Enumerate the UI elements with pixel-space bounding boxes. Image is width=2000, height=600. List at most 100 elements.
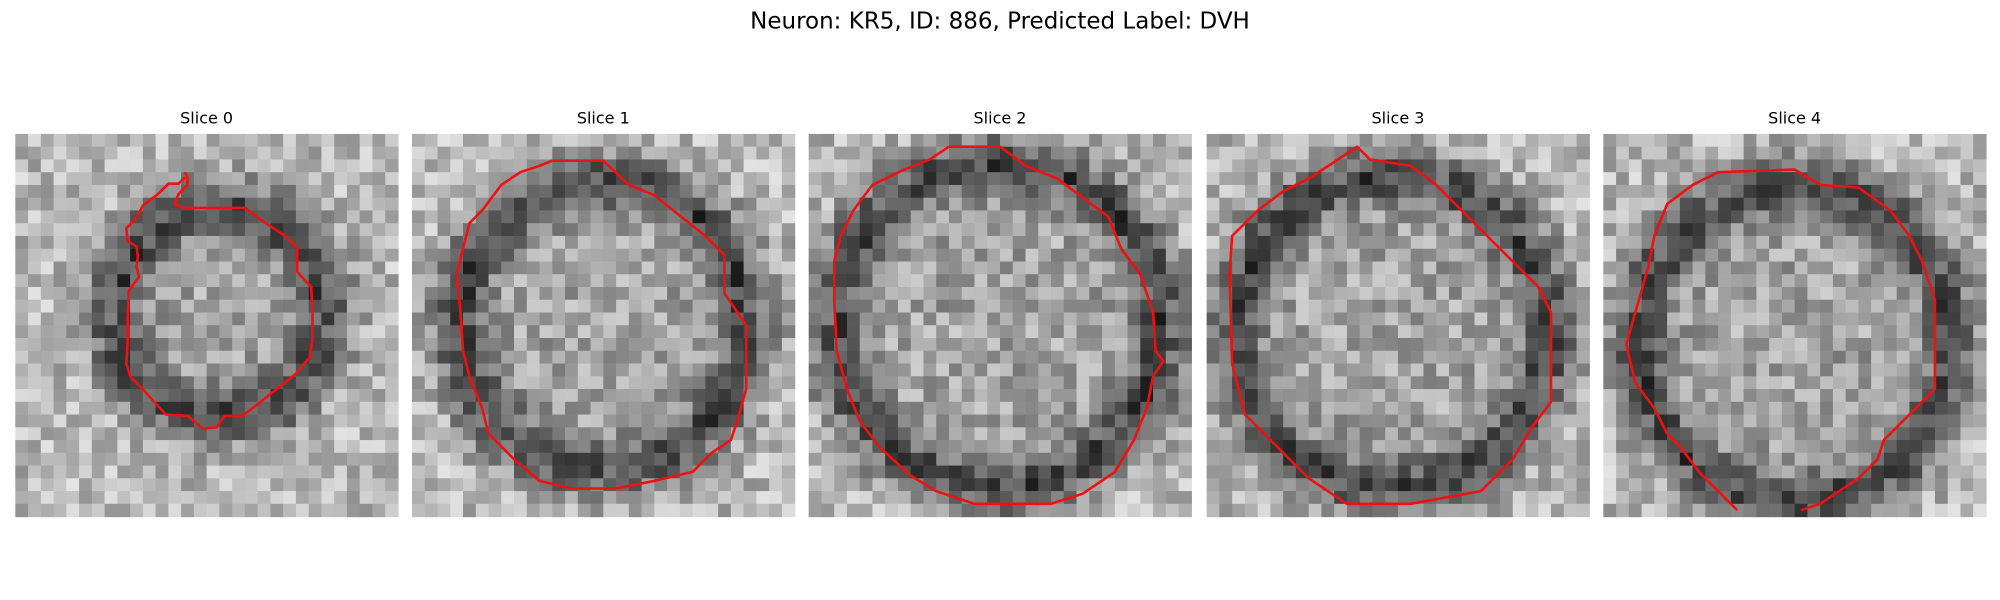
pixel bbox=[1781, 491, 1796, 505]
pixel bbox=[1257, 478, 1272, 492]
pixel bbox=[1153, 146, 1167, 161]
pixel bbox=[577, 133, 592, 148]
pixel bbox=[346, 350, 361, 365]
pixel bbox=[1960, 133, 1974, 148]
pixel bbox=[1616, 503, 1630, 518]
pixel bbox=[730, 491, 745, 505]
pixel bbox=[219, 210, 233, 224]
pixel bbox=[1705, 350, 1719, 365]
pixel bbox=[1551, 146, 1565, 161]
pixel bbox=[1153, 210, 1167, 224]
pixel bbox=[1730, 146, 1745, 161]
pixel bbox=[411, 299, 426, 314]
pixel bbox=[743, 172, 757, 186]
pixel bbox=[821, 261, 835, 275]
pixel bbox=[1038, 184, 1052, 199]
pixel bbox=[565, 376, 579, 390]
pixel bbox=[1820, 197, 1834, 212]
pixel bbox=[488, 274, 502, 288]
pixel bbox=[463, 274, 477, 288]
pixel bbox=[130, 401, 144, 416]
pixel bbox=[244, 491, 259, 505]
pixel bbox=[79, 491, 93, 505]
pixel bbox=[961, 363, 976, 377]
pixel bbox=[130, 414, 144, 428]
pixel bbox=[1718, 465, 1732, 479]
pixel bbox=[321, 172, 335, 186]
pixel bbox=[834, 299, 848, 314]
pixel bbox=[1820, 184, 1834, 199]
pixel bbox=[155, 312, 169, 326]
pixel bbox=[1858, 299, 1872, 314]
pixel bbox=[1947, 478, 1962, 492]
pixel bbox=[1334, 210, 1348, 224]
pixel bbox=[654, 146, 668, 161]
pixel bbox=[948, 401, 963, 416]
pixel bbox=[718, 389, 732, 403]
pixel bbox=[475, 133, 490, 148]
pixel bbox=[411, 363, 426, 377]
pixel bbox=[1334, 197, 1348, 212]
pixel bbox=[206, 401, 220, 416]
pixel bbox=[923, 414, 937, 428]
pixel bbox=[1232, 350, 1246, 365]
pixel bbox=[743, 299, 757, 314]
pixel bbox=[1076, 350, 1090, 365]
pixel bbox=[1346, 299, 1361, 314]
pixel bbox=[1063, 389, 1078, 403]
pixel bbox=[1820, 299, 1834, 314]
pixel bbox=[821, 478, 835, 492]
pixel bbox=[66, 223, 80, 237]
pixel bbox=[155, 427, 169, 441]
pixel bbox=[79, 401, 93, 416]
pixel bbox=[1896, 210, 1911, 224]
pixel bbox=[40, 159, 55, 173]
pixel bbox=[437, 427, 451, 441]
pixel bbox=[923, 133, 937, 148]
pixel bbox=[1551, 491, 1565, 505]
pixel bbox=[1871, 376, 1885, 390]
pixel bbox=[1641, 338, 1655, 352]
pixel bbox=[1500, 440, 1514, 454]
pixel bbox=[1679, 465, 1694, 479]
pixel bbox=[1448, 210, 1463, 224]
pixel bbox=[1308, 503, 1323, 518]
pixel bbox=[1845, 414, 1860, 428]
pixel bbox=[117, 248, 131, 263]
pixel bbox=[1436, 210, 1450, 224]
pixel bbox=[1102, 401, 1116, 416]
pixel bbox=[1871, 210, 1885, 224]
pixel bbox=[359, 223, 374, 237]
pixel bbox=[1346, 325, 1361, 339]
pixel bbox=[321, 440, 335, 454]
pixel bbox=[1743, 452, 1757, 467]
pixel bbox=[1960, 159, 1974, 173]
pixel bbox=[142, 286, 157, 301]
pixel bbox=[15, 465, 29, 479]
pixel bbox=[501, 223, 515, 237]
pixel bbox=[1153, 261, 1167, 275]
pixel bbox=[1487, 338, 1501, 352]
pixel bbox=[526, 389, 541, 403]
pixel bbox=[437, 172, 451, 186]
pixel bbox=[91, 184, 106, 199]
pixel bbox=[1076, 286, 1090, 301]
pixel bbox=[1960, 312, 1974, 326]
pixel bbox=[1781, 312, 1796, 326]
pixel bbox=[1448, 133, 1463, 148]
pixel bbox=[1012, 478, 1027, 492]
pixel bbox=[40, 210, 55, 224]
pixel bbox=[1359, 223, 1374, 237]
pixel bbox=[1883, 159, 1898, 173]
pixel bbox=[603, 401, 617, 416]
pixel bbox=[641, 414, 655, 428]
pixel bbox=[1089, 465, 1103, 479]
pixel bbox=[283, 440, 297, 454]
pixel bbox=[219, 478, 233, 492]
pixel bbox=[1461, 465, 1476, 479]
pixel bbox=[514, 235, 528, 250]
pixel bbox=[411, 478, 426, 492]
pixel bbox=[117, 427, 131, 441]
pixel bbox=[1385, 146, 1399, 161]
pixel bbox=[705, 401, 719, 416]
